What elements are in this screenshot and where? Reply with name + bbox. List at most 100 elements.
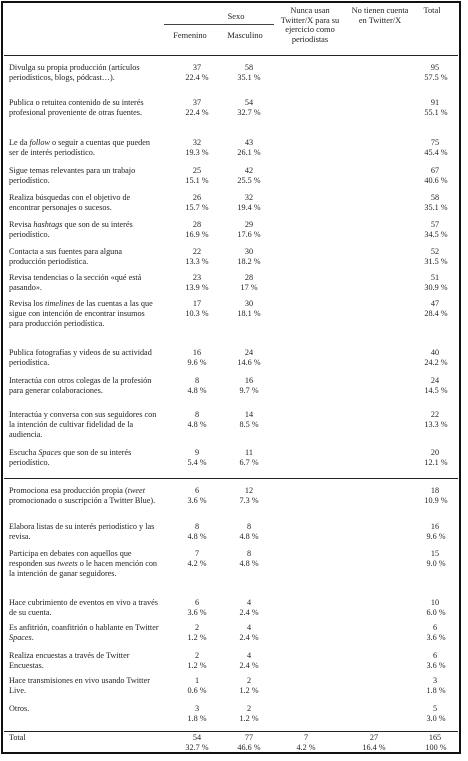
row-b-total-count: 3 — [432, 676, 438, 685]
row-a-total-count: 58 — [430, 193, 440, 202]
row-a-femenino-count: 26 — [192, 193, 202, 202]
row-a-femenino-count: 32 — [192, 138, 202, 147]
row-a-masculino-count: 14 — [244, 410, 254, 419]
row-b-total-count: 6 — [432, 651, 438, 660]
header-rule — [4, 55, 458, 56]
row-b-femenino-pct: 3.6 % — [187, 496, 207, 505]
row-b-total-pct: 3.6 % — [426, 633, 446, 642]
row-a-femenino-pct: 9.6 % — [187, 358, 207, 367]
row-a-total-count: 51 — [430, 273, 440, 282]
row-a-masculino-count: 30 — [244, 299, 254, 308]
table-frame — [1, 1, 461, 754]
total-f: 54 — [192, 733, 202, 742]
row-b-total-count: 16 — [430, 522, 440, 531]
row-a-masculino-count: 54 — [244, 98, 254, 107]
row-b-masculino-count: 2 — [246, 704, 252, 713]
row-a-masculino-count: 11 — [245, 448, 253, 457]
row-a-total-pct: 35.1 % — [424, 203, 448, 212]
row-b-masculino-count: 8 — [246, 522, 252, 531]
row-a-total-count: 22 — [430, 410, 440, 419]
row-b-femenino-count: 7 — [194, 549, 200, 558]
row-b-masculino-count: 4 — [246, 623, 252, 632]
total-n: 7 — [303, 733, 309, 742]
row-b-total-pct: 1.8 % — [426, 686, 446, 695]
row-b-femenino-pct: 0.6 % — [187, 686, 207, 695]
row-b-masculino-count: 4 — [246, 651, 252, 660]
row-a-femenino-count: 22 — [192, 247, 202, 256]
row-a-label: Publica o retuitea contenido de su inter… — [9, 98, 144, 117]
row-a-masculino-pct: 17.6 % — [237, 230, 261, 239]
row-a-total-pct: 12.1 % — [424, 458, 448, 467]
row-a-masculino-pct: 17 % — [240, 283, 258, 292]
row-b-femenino-pct: 4.2 % — [187, 559, 207, 568]
row-a-masculino-count: 58 — [244, 63, 254, 72]
row-a-masculino-pct: 9.7 % — [239, 386, 259, 395]
row-a-label: Contacta a sus fuentes para alguna produ… — [9, 247, 122, 266]
total-nt: 27 — [369, 733, 379, 742]
row-b-masculino-count: 2 — [246, 676, 252, 685]
row-b-masculino-pct: 1.2 % — [239, 686, 259, 695]
row-b-femenino-count: 6 — [194, 598, 200, 607]
total-t: 165 — [428, 733, 442, 742]
row-a-total-count: 52 — [430, 247, 440, 256]
row-b-label: Elabora listas de su interés periodístic… — [9, 522, 155, 541]
row-a-femenino-count: 9 — [194, 448, 200, 457]
row-a-femenino-pct: 15.7 % — [185, 203, 209, 212]
row-a-total-count: 75 — [430, 138, 440, 147]
row-b-femenino-pct: 3.6 % — [187, 608, 207, 617]
row-b-total-pct: 3.6 % — [426, 661, 446, 670]
row-a-masculino-count: 32 — [244, 193, 254, 202]
total-mp: 46.6 % — [237, 743, 261, 752]
header-sexo-rule — [164, 24, 274, 25]
row-a-femenino-count: 37 — [192, 63, 202, 72]
header-nunca: Nunca usan Twitter/X para su ejercicio c… — [280, 6, 340, 44]
row-b-masculino-pct: 1.2 % — [239, 714, 259, 723]
row-a-femenino-pct: 19.3 % — [185, 148, 209, 157]
row-b-label: Otros. — [9, 704, 30, 713]
row-b-total-pct: 6.0 % — [426, 608, 446, 617]
row-a-femenino-count: 28 — [192, 220, 202, 229]
row-a-label: Publica fotografías y videos de su activ… — [9, 348, 152, 367]
row-a-masculino-pct: 6.7 % — [239, 458, 259, 467]
total-np: 4.2 % — [296, 743, 316, 752]
row-b-femenino-pct: 4.8 % — [187, 532, 207, 541]
row-a-label: Interactúa con otros colegas de la profe… — [9, 376, 152, 395]
row-b-masculino-count: 8 — [246, 549, 252, 558]
row-a-total-count: 24 — [430, 376, 440, 385]
section-divider — [4, 478, 458, 479]
row-a-label: Sigue temas relevantes para un trabajo p… — [9, 166, 136, 185]
row-a-femenino-count: 17 — [192, 299, 202, 308]
row-a-masculino-count: 43 — [244, 138, 254, 147]
row-a-total-pct: 24.2 % — [424, 358, 448, 367]
row-a-label: Divulga su propia producción (artículos … — [9, 63, 140, 82]
row-b-total-count: 15 — [430, 549, 440, 558]
row-b-total-count: 10 — [430, 598, 440, 607]
row-a-total-count: 40 — [430, 348, 440, 357]
total-tp: 100 % — [425, 743, 447, 752]
row-a-femenino-pct: 10.3 % — [185, 309, 209, 318]
row-b-masculino-count: 4 — [246, 598, 252, 607]
row-b-masculino-pct: 4.8 % — [239, 532, 259, 541]
row-a-femenino-pct: 13.3 % — [185, 257, 209, 266]
row-a-femenino-count: 8 — [194, 410, 200, 419]
total-fp: 32.7 % — [185, 743, 209, 752]
row-a-label: Revisa tendencias o la sección «qué está… — [9, 273, 142, 292]
total-m: 77 — [244, 733, 254, 742]
row-b-masculino-pct: 4.8 % — [239, 559, 259, 568]
row-a-total-pct: 31.5 % — [424, 257, 448, 266]
row-b-label: Hace transmisiones en vivo usando Twitte… — [9, 676, 150, 695]
row-a-femenino-pct: 5.4 % — [187, 458, 207, 467]
row-a-label: Revisa hashtags que son de su interés pe… — [9, 220, 133, 239]
row-a-femenino-count: 8 — [194, 376, 200, 385]
row-b-femenino-count: 2 — [194, 623, 200, 632]
row-a-femenino-pct: 22.4 % — [185, 108, 209, 117]
row-a-masculino-count: 42 — [244, 166, 254, 175]
row-a-masculino-count: 16 — [244, 376, 254, 385]
row-b-label: Promociona esa producción propia (tweet … — [9, 486, 156, 505]
total-label: Total — [9, 733, 26, 742]
header-total: Total — [423, 6, 441, 15]
row-a-femenino-count: 16 — [192, 348, 202, 357]
row-a-masculino-count: 28 — [244, 273, 254, 282]
row-b-total-count: 18 — [430, 486, 440, 495]
row-a-masculino-count: 24 — [244, 348, 254, 357]
